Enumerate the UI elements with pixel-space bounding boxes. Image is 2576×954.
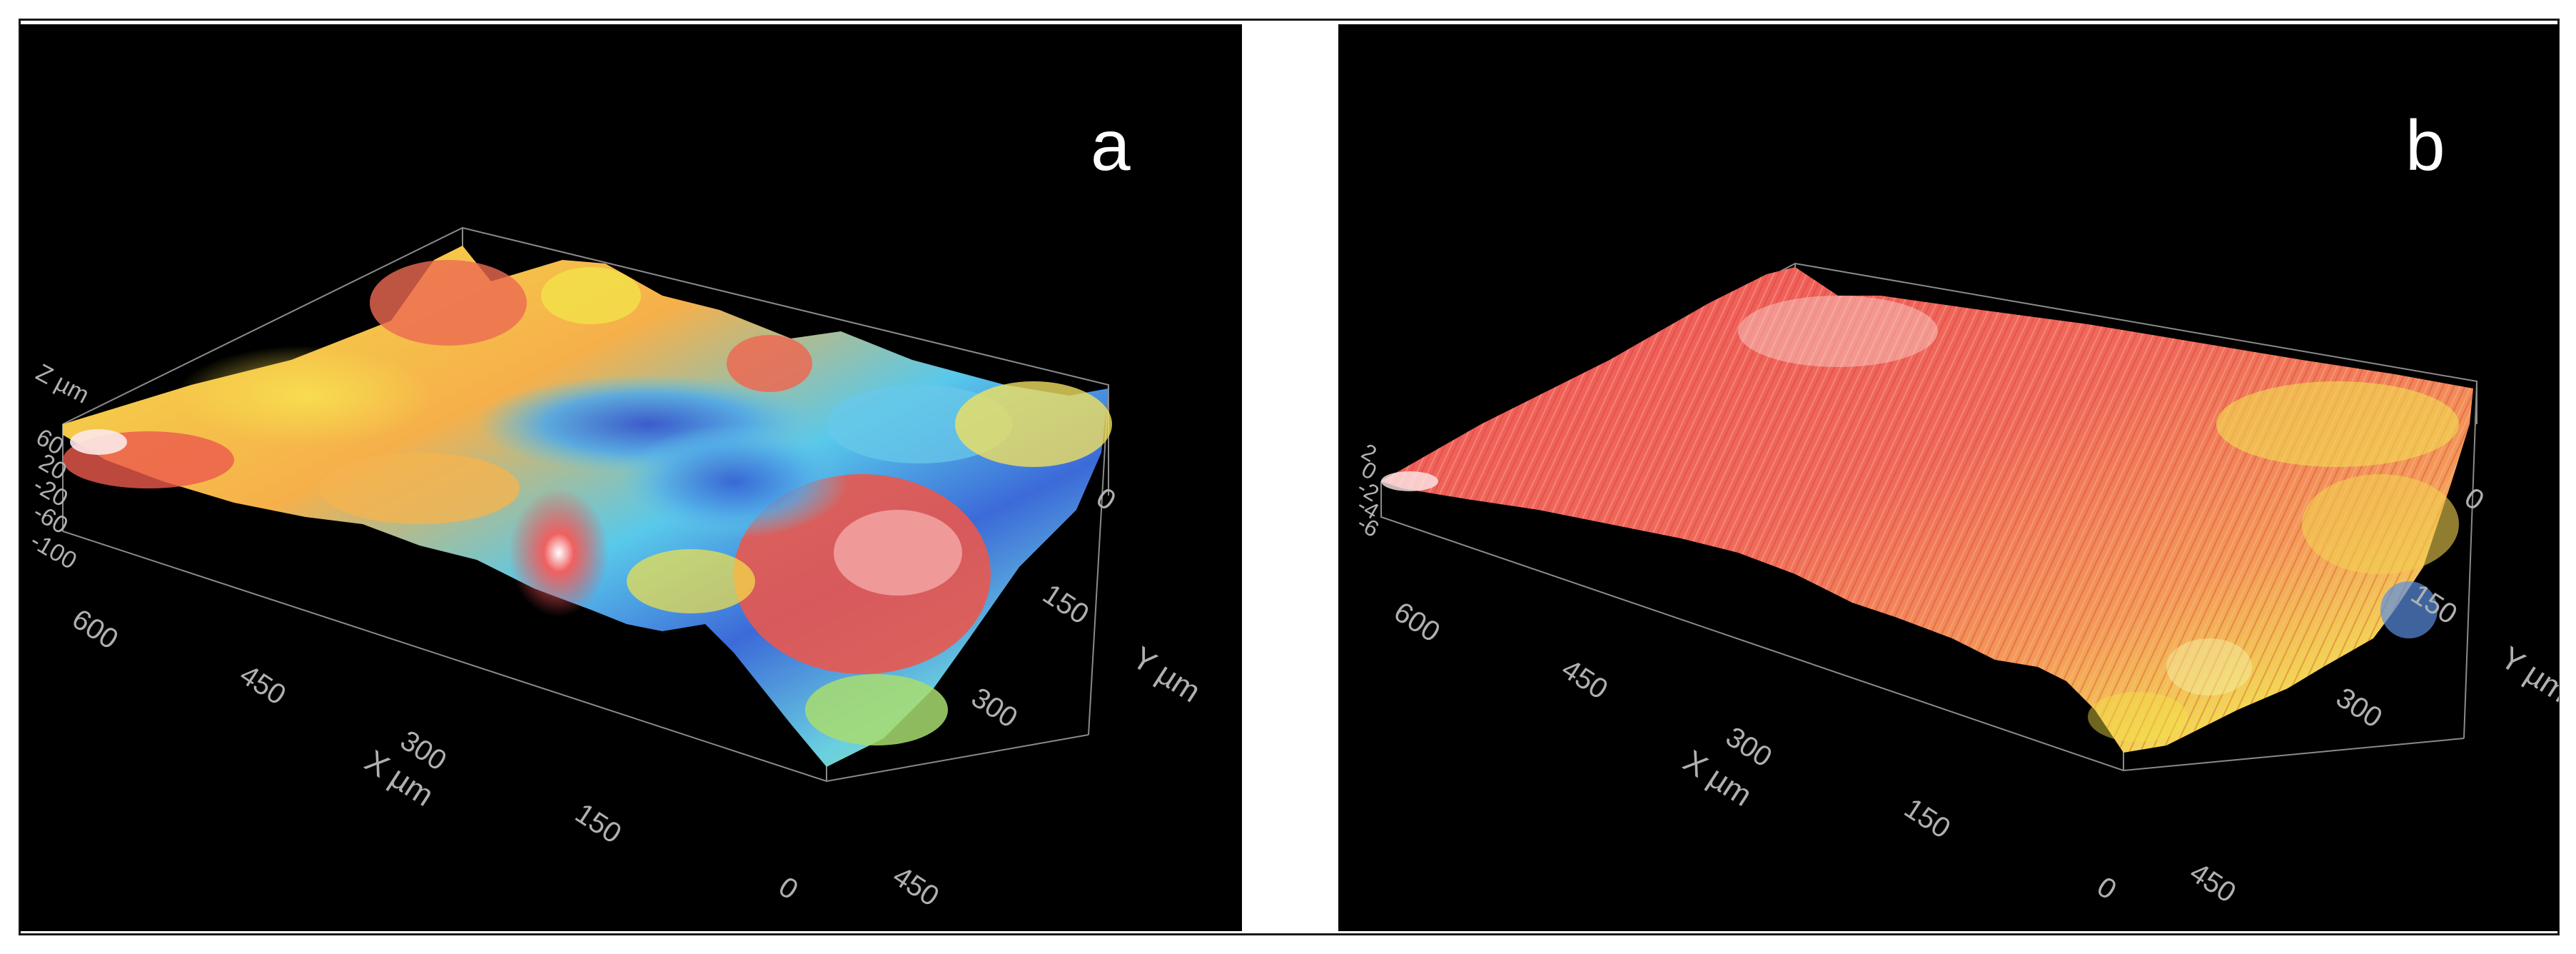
y-tick-a-0: 0 [1091, 482, 1121, 517]
surface-plot-b: 2 0 -2 -4 -6 600 450 300 150 0 X µm 0 15… [1353, 262, 2559, 909]
panel-label-a: a [1091, 106, 1131, 186]
y-tick-a-2: 300 [966, 682, 1023, 734]
panel-a: Z µm 60 20 -20 -60 -100 600 450 300 150 … [20, 24, 1242, 931]
surface-b [1381, 267, 2473, 753]
y-tick-b-0: 0 [2459, 482, 2490, 517]
surface-plot-a: Z µm 60 20 -20 -60 -100 600 450 300 150 … [26, 226, 1207, 913]
panel-label-b: b [2405, 106, 2445, 186]
panel-b: 2 0 -2 -4 -6 600 450 300 150 0 X µm 0 15… [1338, 24, 2559, 931]
x-tick-a-3: 150 [570, 798, 627, 850]
x-tick-a-0: 600 [66, 603, 123, 656]
y-tick-b-3: 450 [2184, 857, 2241, 909]
x-tick-a-4: 0 [773, 871, 804, 906]
y-axis-label-b: Y µm [2495, 640, 2559, 709]
x-tick-b-1: 450 [1556, 653, 1613, 706]
y-tick-b-2: 300 [2330, 682, 2388, 734]
x-tick-b-4: 0 [2091, 871, 2122, 906]
y-tick-a-1: 150 [1037, 578, 1094, 631]
z-axis-label-a: Z µm [31, 359, 94, 409]
y-tick-a-3: 450 [887, 860, 944, 913]
x-tick-a-1: 450 [234, 659, 291, 711]
x-tick-b-0: 600 [1388, 596, 1445, 648]
surface-a [63, 246, 1112, 767]
y-axis-label-a: Y µm [1126, 640, 1207, 709]
x-tick-b-3: 150 [1899, 793, 1956, 845]
